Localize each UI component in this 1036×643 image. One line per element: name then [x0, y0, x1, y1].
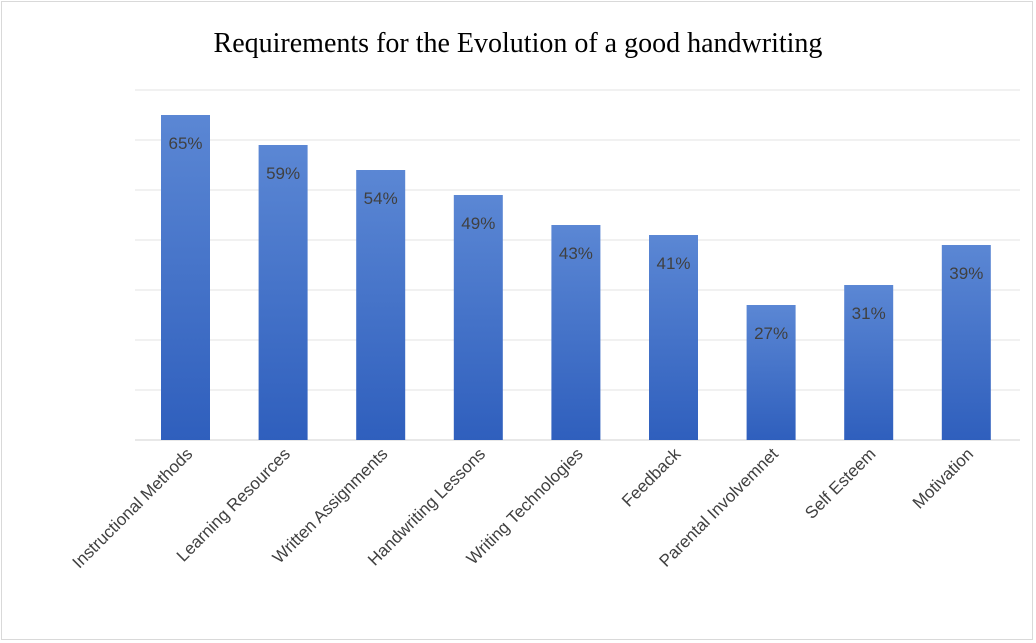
bar — [746, 305, 796, 440]
data-labels: 65% 59% 54% 49% 43% 41% 27% 31% 39% — [168, 134, 983, 343]
bar — [258, 145, 308, 440]
category-label: Motivation — [909, 444, 977, 512]
data-label: 59% — [266, 164, 300, 183]
bar — [551, 225, 601, 440]
bar — [161, 115, 210, 440]
data-label: 41% — [656, 254, 690, 273]
bars — [161, 115, 991, 440]
bar — [649, 235, 698, 440]
data-label: 54% — [364, 189, 398, 208]
bar — [941, 245, 991, 440]
category-label: Feedback — [618, 444, 685, 511]
bar — [453, 195, 503, 440]
data-label: 43% — [559, 244, 593, 263]
bar — [356, 170, 406, 440]
chart-title: Requirements for the Evolution of a good… — [213, 28, 823, 59]
data-label: 65% — [168, 134, 202, 153]
bar — [844, 285, 894, 440]
data-label: 39% — [949, 264, 983, 283]
data-label: 27% — [754, 324, 788, 343]
data-label: 31% — [852, 304, 886, 323]
data-label: 49% — [461, 214, 495, 233]
category-label: Self Esteem — [801, 444, 879, 522]
